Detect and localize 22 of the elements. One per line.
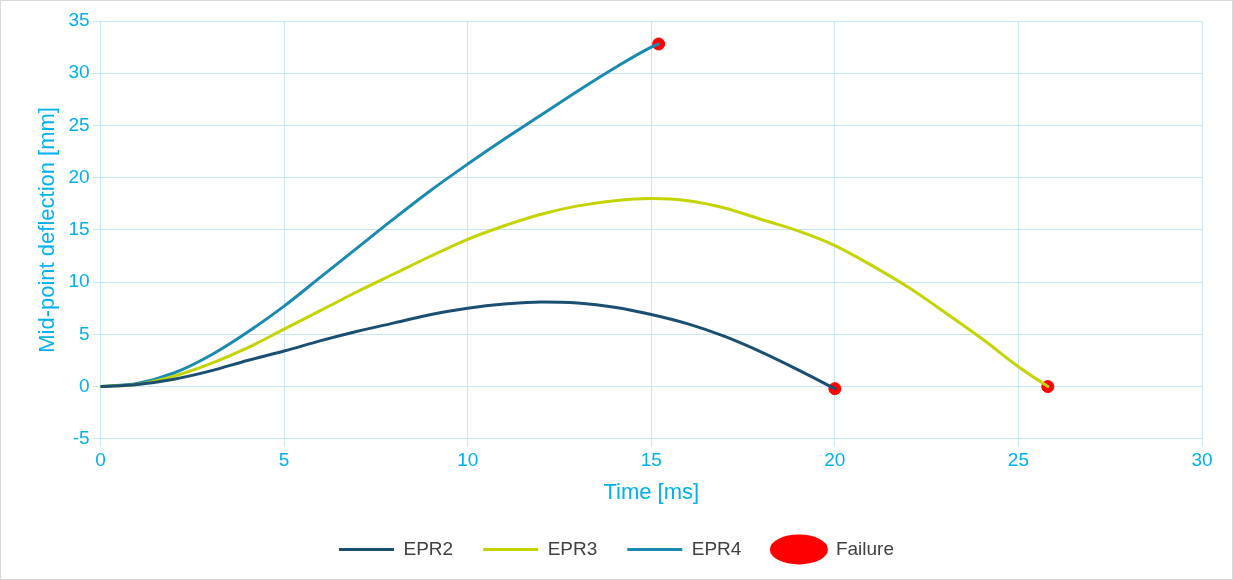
y-tick-label: 20: [68, 165, 90, 187]
legend-label: EPR2: [403, 537, 454, 559]
legend-label: Failure: [835, 537, 894, 559]
x-tick-label: 5: [278, 449, 290, 471]
x-tick-label: 20: [824, 449, 846, 471]
y-tick-label: 5: [78, 322, 90, 344]
x-tick-label: 15: [640, 449, 662, 471]
y-tick-label: 10: [68, 270, 90, 292]
y-axis-title: Mid-point deflection [mm]: [34, 107, 60, 353]
x-axis-title: Time [ms]: [603, 478, 700, 504]
y-tick-label: 25: [68, 113, 90, 135]
x-tick-label: 10: [457, 449, 479, 471]
legend-label: EPR4: [691, 537, 742, 559]
x-tick-label: 30: [1191, 449, 1213, 471]
y-tick-label: 30: [68, 61, 90, 83]
y-tick-label: -5: [72, 427, 90, 449]
x-tick-label: 0: [95, 449, 106, 471]
x-tick-label: 25: [1007, 449, 1029, 471]
y-tick-label: 0: [78, 374, 90, 396]
y-tick-label: 35: [68, 9, 90, 31]
y-tick-label: 15: [68, 218, 90, 240]
legend-label: EPR3: [547, 537, 598, 559]
